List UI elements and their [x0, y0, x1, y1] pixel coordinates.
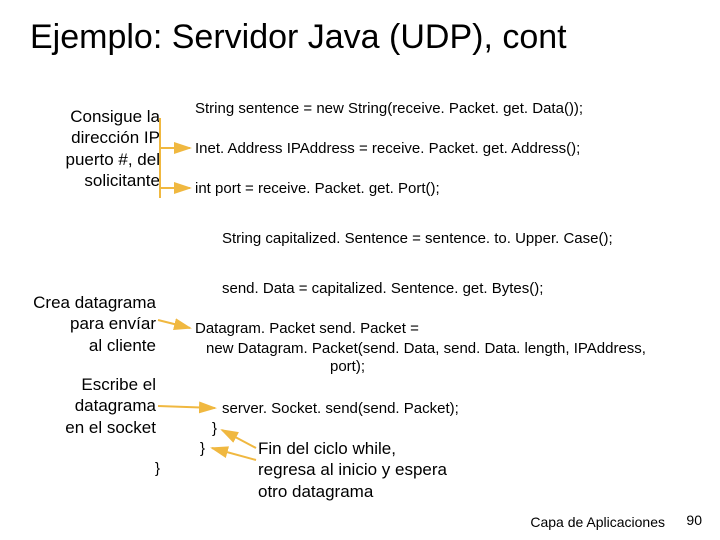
code-line-3: int port = receive. Packet. get. Port(); [195, 180, 440, 197]
code-brace-2: } [200, 440, 205, 457]
annotation-create-datagram: Crea datagramapara envíaral cliente [20, 292, 156, 356]
code-line-7: server. Socket. send(send. Packet); [222, 400, 459, 417]
code-line-6a: Datagram. Packet send. Packet = [195, 320, 419, 337]
page-number: 90 [686, 512, 702, 528]
annotation-get-ip: Consigue ladirección IPpuerto #, delsoli… [40, 106, 160, 191]
code-line-1: String sentence = new String(receive. Pa… [195, 100, 583, 117]
code-brace-1: } [212, 420, 217, 437]
slide: Ejemplo: Servidor Java (UDP), cont Consi… [0, 0, 720, 540]
code-line-6b: new Datagram. Packet(send. Data, send. D… [206, 340, 646, 357]
code-line-2: Inet. Address IPAddress = receive. Packe… [195, 140, 580, 157]
slide-title: Ejemplo: Servidor Java (UDP), cont [30, 18, 690, 57]
code-line-5: send. Data = capitalized. Sentence. get.… [222, 280, 543, 297]
code-line-4: String capitalized. Sentence = sentence.… [222, 230, 613, 247]
footer-text: Capa de Aplicaciones [530, 514, 665, 530]
code-brace-3: } [155, 460, 160, 477]
annotation-write-socket: Escribe eldatagramaen el socket [38, 374, 156, 438]
code-line-6c: port); [330, 358, 365, 375]
annotation-end-while: Fin del ciclo while,regresa al inicio y … [258, 438, 488, 502]
